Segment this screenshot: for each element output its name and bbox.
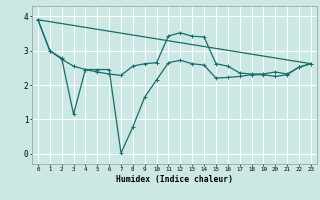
X-axis label: Humidex (Indice chaleur): Humidex (Indice chaleur) <box>116 175 233 184</box>
